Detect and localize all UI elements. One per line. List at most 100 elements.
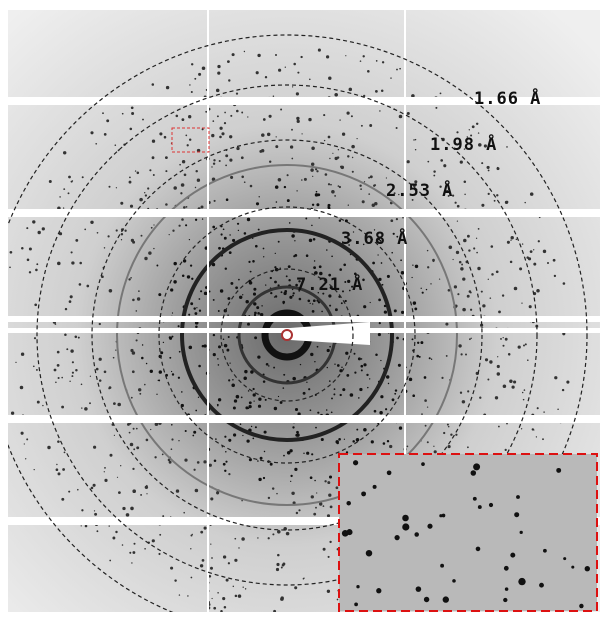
spot — [529, 305, 532, 308]
spot — [214, 460, 217, 463]
spot — [263, 256, 264, 257]
spot — [547, 262, 549, 264]
spot — [287, 199, 290, 202]
spot — [416, 586, 422, 592]
spot — [554, 275, 556, 277]
spot — [224, 237, 227, 240]
spot — [199, 310, 201, 312]
spot — [165, 203, 168, 206]
spot — [257, 460, 259, 462]
spot — [327, 590, 330, 593]
spot — [363, 305, 366, 308]
spot — [232, 379, 234, 381]
spot — [270, 292, 272, 294]
spot — [211, 557, 213, 559]
spot — [538, 240, 540, 242]
spot — [211, 134, 214, 137]
spot — [129, 177, 131, 179]
spot — [257, 54, 260, 57]
spot — [226, 349, 229, 352]
spot — [225, 154, 228, 157]
spot — [132, 299, 135, 302]
spot — [291, 492, 294, 495]
spot — [224, 112, 226, 114]
spot — [283, 387, 285, 389]
spot — [131, 397, 133, 399]
spot — [292, 426, 294, 428]
spot — [198, 73, 201, 76]
spot — [263, 380, 266, 383]
spot — [239, 296, 242, 299]
spot — [194, 312, 197, 315]
spot — [136, 428, 138, 430]
spot — [57, 440, 60, 443]
spot — [32, 220, 35, 223]
spot — [265, 284, 266, 285]
spot — [489, 503, 493, 507]
spot — [434, 450, 437, 453]
spot — [289, 222, 291, 224]
spot — [200, 290, 202, 292]
spot — [269, 160, 271, 162]
spot — [233, 586, 234, 587]
spot — [224, 436, 226, 438]
spot — [274, 266, 276, 268]
spot — [136, 339, 138, 341]
spot — [109, 560, 111, 562]
spot — [465, 354, 467, 356]
spot — [258, 405, 261, 408]
spot — [257, 355, 260, 358]
spot — [306, 382, 307, 383]
spot — [354, 372, 356, 374]
spot — [72, 361, 74, 363]
spot — [341, 302, 343, 304]
spot — [185, 430, 187, 432]
spot — [390, 77, 391, 78]
spot — [328, 556, 330, 558]
spot — [292, 377, 296, 381]
spot — [249, 401, 252, 404]
spot — [296, 190, 297, 191]
spot — [264, 451, 265, 452]
spot — [15, 362, 16, 363]
spot — [396, 337, 399, 340]
spot — [505, 338, 508, 341]
spot — [311, 146, 315, 150]
spot — [468, 249, 470, 251]
spot — [543, 549, 547, 553]
spot — [566, 381, 569, 384]
spot — [306, 452, 309, 455]
spot — [300, 364, 301, 365]
spot — [528, 257, 531, 260]
spot — [260, 313, 262, 315]
spot — [449, 246, 453, 250]
spot — [446, 355, 448, 357]
spot — [360, 188, 362, 190]
spot — [247, 218, 250, 221]
spot — [132, 241, 135, 244]
spot — [153, 248, 154, 249]
spot — [61, 377, 63, 379]
spot — [81, 525, 82, 526]
spot — [147, 187, 149, 189]
spot — [202, 345, 205, 348]
spot — [494, 200, 496, 202]
spot — [9, 266, 11, 268]
spot — [431, 359, 432, 360]
spot — [270, 277, 272, 279]
spot — [122, 507, 125, 510]
spot — [121, 239, 122, 240]
spot — [473, 247, 475, 249]
spot — [145, 194, 147, 196]
spot — [228, 562, 230, 564]
spot — [154, 456, 156, 458]
spot — [222, 597, 225, 600]
spot — [556, 468, 561, 473]
spot — [209, 464, 212, 467]
spot — [211, 598, 212, 599]
spot — [518, 345, 521, 348]
spot — [303, 453, 304, 454]
spot — [181, 183, 185, 187]
spot — [364, 181, 365, 182]
spot — [450, 434, 452, 436]
